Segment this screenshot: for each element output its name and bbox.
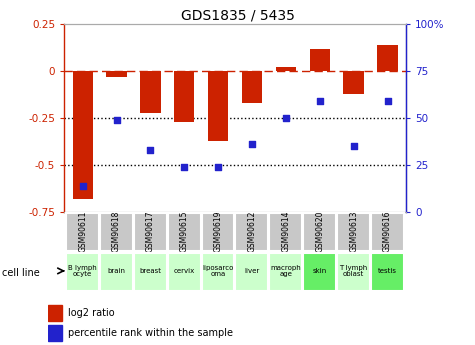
Bar: [106, 71, 127, 77]
Bar: [276, 67, 296, 71]
Text: GSM90611: GSM90611: [78, 210, 87, 252]
Text: percentile rank within the sample: percentile rank within the sample: [67, 328, 233, 338]
Text: liposarco
oma: liposarco oma: [202, 265, 234, 277]
Point: [180, 164, 188, 170]
Text: liver: liver: [245, 268, 260, 274]
Point: [113, 117, 120, 123]
FancyBboxPatch shape: [100, 253, 133, 291]
Bar: [310, 49, 330, 71]
FancyBboxPatch shape: [201, 253, 235, 291]
Text: log2 ratio: log2 ratio: [67, 308, 114, 318]
Text: GSM90614: GSM90614: [281, 210, 290, 252]
Point: [147, 147, 154, 153]
Bar: [208, 71, 228, 141]
Bar: [48, 305, 62, 321]
FancyBboxPatch shape: [269, 213, 302, 251]
FancyBboxPatch shape: [66, 213, 99, 251]
FancyBboxPatch shape: [371, 253, 404, 291]
Text: brain: brain: [108, 268, 125, 274]
Point: [316, 98, 323, 104]
Point: [384, 98, 391, 104]
FancyBboxPatch shape: [134, 213, 167, 251]
Bar: [242, 71, 262, 103]
FancyBboxPatch shape: [371, 213, 404, 251]
FancyBboxPatch shape: [201, 213, 235, 251]
Bar: [73, 71, 93, 199]
Text: GSM90617: GSM90617: [146, 210, 155, 252]
Point: [282, 115, 290, 121]
FancyBboxPatch shape: [269, 253, 302, 291]
Point: [79, 183, 86, 189]
Text: cervix: cervix: [174, 268, 195, 274]
Bar: [48, 325, 62, 341]
FancyBboxPatch shape: [168, 253, 200, 291]
Text: skin: skin: [313, 268, 327, 274]
FancyBboxPatch shape: [168, 213, 200, 251]
Bar: [140, 71, 161, 112]
Text: T lymph
oblast: T lymph oblast: [340, 265, 368, 277]
Text: GDS1835 / 5435: GDS1835 / 5435: [180, 9, 294, 23]
FancyBboxPatch shape: [236, 253, 268, 291]
Bar: [174, 71, 194, 122]
Text: GSM90613: GSM90613: [349, 210, 358, 252]
Bar: [377, 45, 398, 71]
Text: cell line: cell line: [2, 268, 40, 278]
FancyBboxPatch shape: [337, 213, 370, 251]
FancyBboxPatch shape: [303, 253, 336, 291]
FancyBboxPatch shape: [337, 253, 370, 291]
Text: GSM90618: GSM90618: [112, 210, 121, 252]
FancyBboxPatch shape: [303, 213, 336, 251]
Text: B lymph
ocyte: B lymph ocyte: [68, 265, 97, 277]
FancyBboxPatch shape: [134, 253, 167, 291]
Text: testis: testis: [378, 268, 397, 274]
FancyBboxPatch shape: [100, 213, 133, 251]
Text: macroph
age: macroph age: [271, 265, 301, 277]
Text: GSM90615: GSM90615: [180, 210, 189, 252]
Text: GSM90616: GSM90616: [383, 210, 392, 252]
Point: [350, 144, 358, 149]
FancyBboxPatch shape: [66, 253, 99, 291]
Text: GSM90619: GSM90619: [214, 210, 223, 252]
FancyBboxPatch shape: [236, 213, 268, 251]
Text: GSM90620: GSM90620: [315, 210, 324, 252]
Text: GSM90612: GSM90612: [247, 210, 257, 252]
Text: breast: breast: [140, 268, 162, 274]
Point: [248, 142, 256, 147]
Bar: [343, 71, 364, 94]
Point: [214, 164, 222, 170]
